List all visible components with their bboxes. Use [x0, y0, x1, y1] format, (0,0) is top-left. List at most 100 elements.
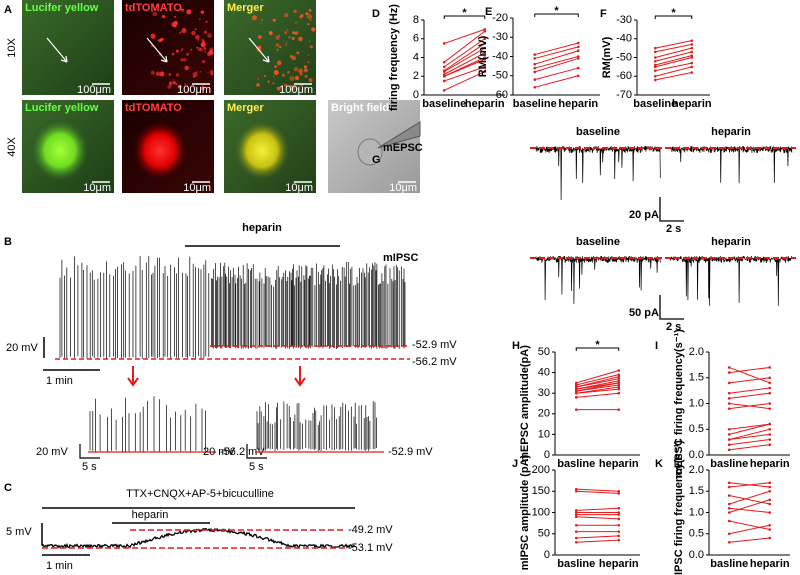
- pair-line: [729, 520, 770, 530]
- pipette: [377, 121, 421, 149]
- y-tick-label: -60: [616, 70, 632, 82]
- pair-point: [576, 74, 580, 78]
- cell-speckle: [200, 85, 206, 91]
- pair-line: [655, 47, 692, 58]
- cell-speckle: [203, 30, 208, 34]
- cell-speckle: [151, 10, 153, 13]
- level-label: -52.9 mV: [412, 339, 457, 351]
- current-trace: [535, 145, 661, 201]
- current-trace: [669, 255, 793, 306]
- pair-point: [574, 391, 578, 395]
- scale-label: 20 mV: [36, 446, 68, 458]
- pair-line: [534, 57, 579, 73]
- cell-speckle: [172, 79, 174, 81]
- y-tick-label: 0: [544, 549, 550, 561]
- cell-speckle: [208, 49, 214, 55]
- cell-speckle: [177, 84, 183, 90]
- cell-speckle: [309, 45, 313, 49]
- pair-point: [727, 391, 731, 395]
- pair-point: [574, 387, 578, 391]
- cell-speckle: [275, 35, 280, 40]
- scale-label: 1 min: [46, 560, 73, 572]
- pair-point: [617, 381, 621, 385]
- pair-point: [727, 506, 731, 510]
- pair-point: [768, 498, 772, 502]
- pair-point: [617, 369, 621, 372]
- y-tick-label: -40: [616, 33, 632, 45]
- sig-bracket: [575, 347, 620, 351]
- image-title: Bright field: [331, 102, 389, 114]
- y-tick-label: 6: [413, 33, 419, 45]
- x-tick-label: heparin: [558, 98, 598, 110]
- pair-line: [729, 403, 770, 410]
- y-axis-label: RM(mV): [601, 36, 613, 78]
- cell-speckle: [258, 35, 262, 39]
- cell-speckle: [284, 31, 287, 34]
- pair-point: [768, 422, 772, 426]
- level-label: -49.2 mV: [348, 524, 393, 536]
- y-tick-label: 50: [538, 528, 550, 540]
- pair-line: [576, 507, 619, 511]
- pair-point: [768, 536, 772, 540]
- sig-bracket: [443, 15, 486, 19]
- pair-line: [443, 43, 486, 72]
- cell-speckle: [160, 37, 164, 41]
- pair-point: [617, 377, 621, 381]
- scale-label: 100μm: [177, 84, 211, 96]
- cell-speckle: [190, 48, 193, 51]
- pair-line: [655, 57, 692, 68]
- arrow: [146, 37, 168, 63]
- inset-trace: [256, 401, 377, 451]
- pair-point: [727, 397, 731, 400]
- panel-label: I: [655, 340, 658, 352]
- sig-marker: *: [671, 7, 676, 19]
- scale-label: 20 pA: [629, 209, 659, 221]
- cell-speckle: [276, 86, 281, 91]
- scale-bar: [43, 337, 100, 371]
- image-title: tdTOMATO: [125, 102, 182, 114]
- pair-point: [690, 56, 694, 59]
- pair-point: [442, 74, 446, 78]
- scale-bar: [41, 523, 90, 556]
- pair-point: [727, 485, 731, 489]
- y-tick-label: -50: [616, 51, 632, 63]
- cell-speckle: [180, 58, 184, 62]
- pair-point: [483, 29, 487, 33]
- y-tick-label: 10: [538, 428, 550, 440]
- scale-label: 10μm: [285, 182, 313, 194]
- pair-point: [574, 540, 578, 544]
- pair-point: [768, 407, 772, 410]
- cell-speckle: [184, 65, 190, 71]
- pair-point: [442, 73, 446, 76]
- pair-point: [768, 485, 772, 489]
- cell-speckle: [286, 42, 288, 44]
- cell-body: [132, 120, 188, 181]
- pair-point: [533, 70, 537, 74]
- cell-speckle: [272, 82, 275, 85]
- row-label: 10X: [6, 38, 18, 58]
- pair-point: [617, 517, 621, 521]
- cell-speckle: [299, 15, 303, 19]
- pair-line: [444, 28, 485, 44]
- cell-speckle: [191, 30, 196, 36]
- panel-label: D: [372, 8, 380, 20]
- y-tick-label: 1.0: [689, 506, 704, 518]
- cell-speckle: [150, 70, 155, 75]
- condition-label: TTX+CNQX+AP-5+bicuculline: [126, 488, 274, 500]
- cell-speckle: [298, 36, 303, 42]
- cell-body: [357, 138, 383, 166]
- pair-point: [768, 489, 772, 493]
- cell-speckle: [199, 18, 201, 20]
- pair-line: [729, 490, 770, 505]
- pair-point: [442, 69, 446, 72]
- pair-point: [690, 61, 694, 65]
- y-axis-label: mEPSC firing frequency(s⁻¹): [673, 329, 685, 478]
- scale-label: 50 pA: [629, 307, 659, 319]
- cell-speckle: [167, 85, 172, 89]
- cell-speckle: [290, 85, 296, 91]
- cell-speckle: [202, 60, 206, 64]
- cell-speckle: [256, 83, 260, 87]
- y-axis-label: RM(mV): [477, 35, 489, 77]
- pair-line: [534, 46, 579, 59]
